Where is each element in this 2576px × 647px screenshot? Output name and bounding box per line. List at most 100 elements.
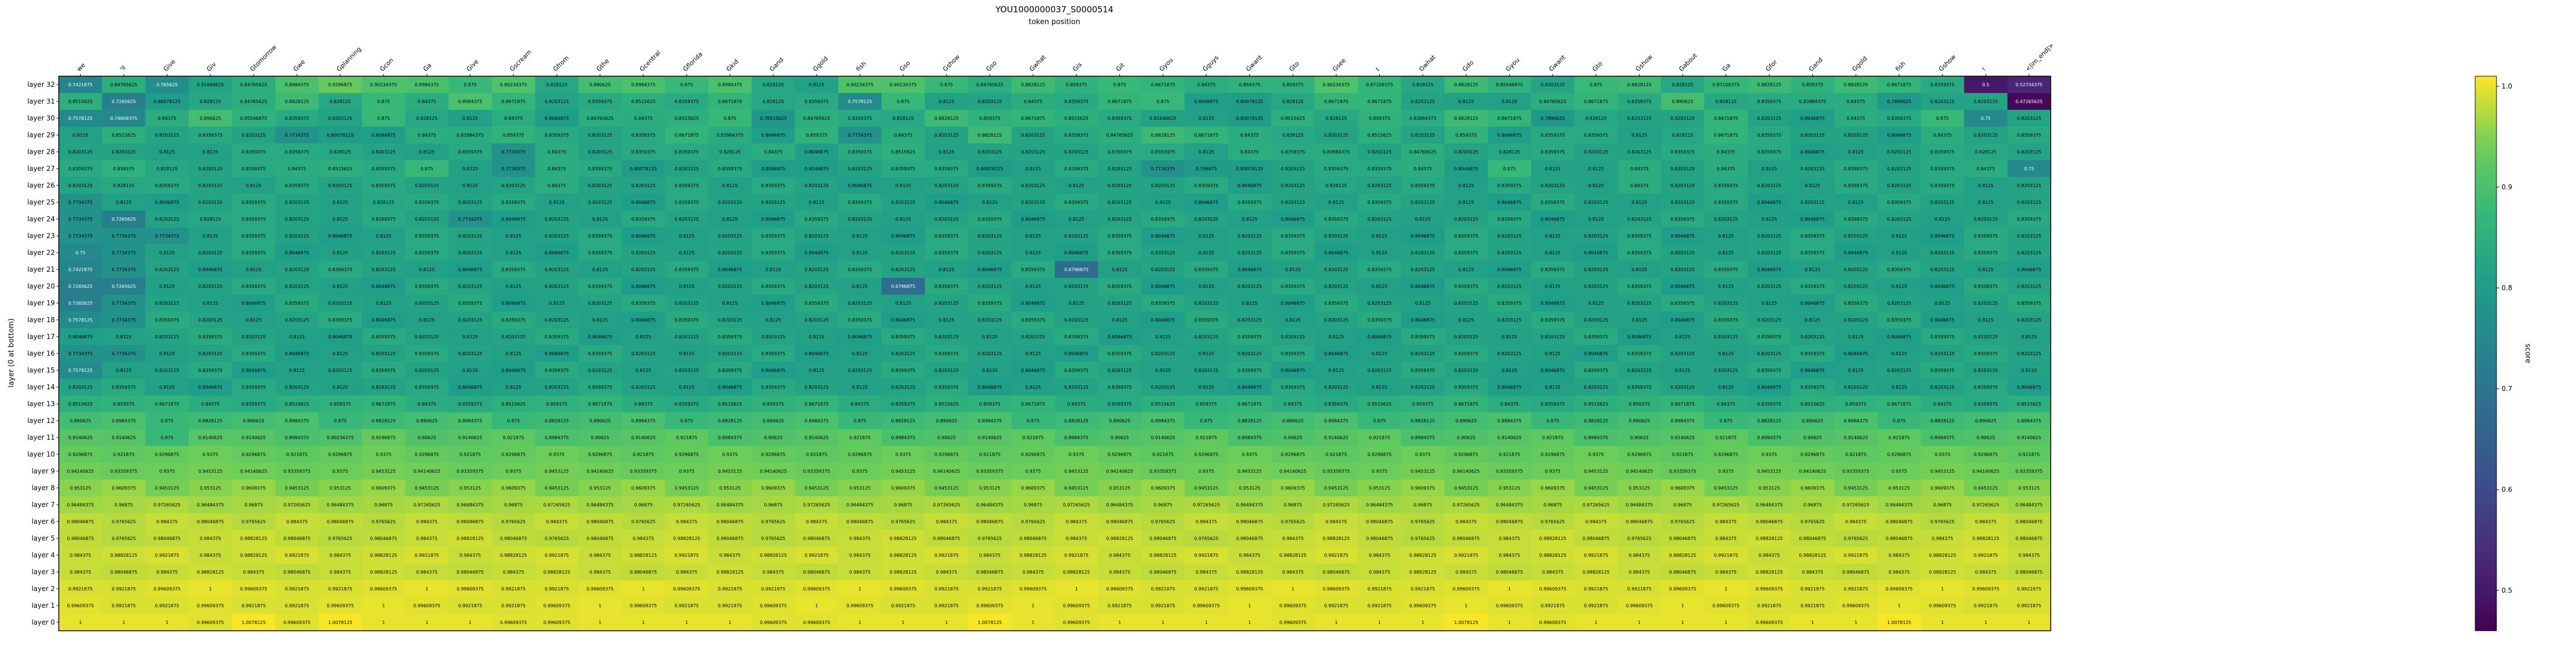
heatmap-cell	[275, 278, 319, 295]
cell-value: 0.8359375	[1368, 200, 1392, 205]
heatmap-cell	[1357, 244, 1402, 262]
cell-value: 0.984375	[1758, 553, 1780, 558]
cell-value: 0.98828125	[760, 553, 787, 558]
cell-value: 0.953125	[979, 486, 1000, 491]
cell-value: 0.8984375	[111, 418, 136, 423]
heatmap-cell	[1531, 261, 1575, 278]
heatmap-cell	[1098, 177, 1142, 194]
heatmap-cell	[578, 76, 622, 94]
cell-value: 0.9921875	[1454, 553, 1478, 558]
cell-value: 0.8359375	[1844, 217, 1868, 222]
cell-value: 0.8203125	[1194, 334, 1219, 339]
cell-value: 0.9375	[159, 469, 175, 474]
cell-value: 0.90625	[1630, 435, 1649, 440]
cell-value: 0.8125	[1675, 368, 1691, 373]
cell-value: 0.8359375	[1497, 183, 1522, 188]
cell-value: 0.796875	[1196, 166, 1217, 171]
cell-value: 0.8671875	[805, 402, 829, 407]
cell-value: 0.8125	[1458, 99, 1474, 104]
cell-value: 0.9453125	[718, 469, 742, 474]
cell-value: 0.8125	[1588, 166, 1604, 171]
cell-value: 0.94140625	[1453, 469, 1480, 474]
cell-value: 0.8125	[463, 183, 478, 188]
heatmap-cell	[665, 227, 709, 245]
cell-value: 0.8984375	[1670, 418, 1695, 423]
cell-value: 0.9921875	[1584, 553, 1608, 558]
cell-value: 0.9453125	[415, 486, 439, 491]
cell-value: 0.9765625	[328, 536, 352, 541]
cell-value: 0.8046875	[1541, 217, 1565, 222]
heatmap-cell	[1098, 160, 1142, 178]
heatmap-cell	[2007, 93, 2051, 110]
cell-value: 0.6796875	[891, 284, 915, 289]
heatmap-cell	[1184, 110, 1229, 127]
cell-value: 0.8203125	[1151, 267, 1175, 272]
cell-value: 0.8359375	[1108, 150, 1132, 155]
cell-value: 0.875	[1026, 418, 1039, 423]
cell-value: 0.8359375	[1800, 385, 1824, 390]
cell-value: 0.8046875	[891, 234, 915, 239]
cell-value: 0.8203125	[718, 250, 742, 255]
cell-value: 0.8125	[1631, 267, 1647, 272]
heatmap-cell	[665, 311, 709, 329]
heatmap-cell	[1228, 311, 1272, 329]
heatmap-cell	[362, 211, 406, 228]
heatmap-cell	[2007, 244, 2051, 262]
heatmap-cell	[1791, 177, 1835, 194]
cell-value: 0.8359375	[458, 301, 482, 306]
cell-value: 0.98828125	[673, 536, 700, 541]
cell-value: 0.7890625	[1541, 116, 1565, 121]
cell-value: 0.8125	[463, 368, 478, 373]
cell-value: 0.8125	[1371, 284, 1387, 289]
cell-value: 0.921875	[1196, 435, 1217, 440]
cell-value: 0.8125	[1458, 183, 1474, 188]
cell-value: 0.8359375	[1281, 150, 1305, 155]
cell-value: 0.8203125	[1584, 267, 1608, 272]
cell-value: 0.8984375	[2017, 418, 2041, 423]
heatmap-cell	[1877, 227, 1921, 245]
cell-value: 1	[1811, 620, 1814, 625]
heatmap-cell	[1574, 194, 1618, 211]
cell-value: 0.93359375	[976, 469, 1003, 474]
cell-value: 0.8046875	[1238, 267, 1262, 272]
heatmap-cell	[1921, 76, 1964, 94]
cell-value: 0.98828125	[110, 553, 137, 558]
cell-value: 0.9921875	[415, 553, 439, 558]
cell-value: 0.8125	[1242, 301, 1257, 306]
cell-value: 0.8359375	[415, 351, 439, 356]
cell-value: 0.80078125	[326, 133, 353, 138]
heatmap-cell	[1357, 278, 1402, 295]
cell-value: 0.8203125	[1844, 284, 1868, 289]
cell-value: 0.859375	[979, 116, 1000, 121]
cell-value: 0.8359375	[631, 133, 655, 138]
heatmap-cell	[1271, 278, 1315, 295]
heatmap-cell	[1834, 110, 1878, 127]
cell-value: 0.97265625	[153, 502, 180, 508]
heatmap-cell	[1964, 127, 2008, 144]
cell-value: 0.8359375	[1930, 368, 1954, 373]
heatmap-cell	[1141, 194, 1185, 211]
heatmap-cell	[535, 328, 579, 346]
heatmap-cell	[1314, 160, 1359, 178]
token-label: Gshow	[941, 53, 961, 73]
cell-value: 0.953125	[1628, 486, 1650, 491]
cell-value: 0.8203125	[371, 351, 395, 356]
heatmap-cell	[665, 278, 709, 295]
cell-value: 0.984375	[1023, 570, 1044, 575]
cell-value: 0.8203125	[978, 351, 1002, 356]
cell-value: 0.9921875	[761, 587, 785, 592]
cell-value: 0.921875	[1715, 435, 1737, 440]
cell-value: 0.828125	[330, 150, 351, 155]
cell-value: 0.8359375	[1194, 183, 1219, 188]
cell-value: 0.890625	[70, 418, 91, 423]
cell-value: 0.8203125	[241, 334, 265, 339]
cell-value: 0.8203125	[1238, 318, 1262, 323]
cell-value: 0.8125	[592, 217, 608, 222]
cell-value: 0.9609375	[891, 486, 915, 491]
cell-value: 0.9453125	[1324, 486, 1348, 491]
heatmap-cell	[1228, 177, 1272, 194]
heatmap-cell	[102, 345, 146, 362]
cell-value: 0.8359375	[1108, 116, 1132, 121]
cell-value: 0.8203125	[631, 351, 655, 356]
cell-value: 0.83984375	[1799, 99, 1826, 104]
